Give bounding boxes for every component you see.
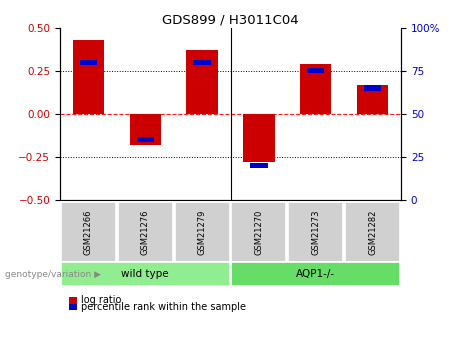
Text: percentile rank within the sample: percentile rank within the sample bbox=[81, 302, 246, 312]
Text: log ratio: log ratio bbox=[81, 296, 121, 305]
Bar bbox=[80, 60, 97, 65]
Bar bbox=[307, 68, 325, 73]
Text: genotype/variation ▶: genotype/variation ▶ bbox=[5, 270, 100, 279]
Bar bbox=[73, 40, 104, 114]
Text: GSM21276: GSM21276 bbox=[141, 209, 150, 255]
Bar bbox=[250, 163, 267, 168]
Title: GDS899 / H3011C04: GDS899 / H3011C04 bbox=[162, 13, 299, 27]
Bar bbox=[194, 60, 211, 65]
Bar bbox=[357, 85, 388, 114]
Bar bbox=[300, 64, 331, 114]
Text: GSM21279: GSM21279 bbox=[198, 209, 207, 255]
Bar bbox=[136, 137, 154, 142]
Text: GSM21282: GSM21282 bbox=[368, 209, 377, 255]
Text: GSM21273: GSM21273 bbox=[311, 209, 320, 255]
Text: GSM21266: GSM21266 bbox=[84, 209, 93, 255]
Text: GSM21270: GSM21270 bbox=[254, 209, 263, 255]
Bar bbox=[186, 50, 218, 114]
Bar bbox=[130, 114, 161, 145]
Bar bbox=[364, 86, 381, 91]
Text: AQP1-/-: AQP1-/- bbox=[296, 269, 335, 279]
Text: wild type: wild type bbox=[121, 269, 169, 279]
Bar bbox=[243, 114, 275, 162]
